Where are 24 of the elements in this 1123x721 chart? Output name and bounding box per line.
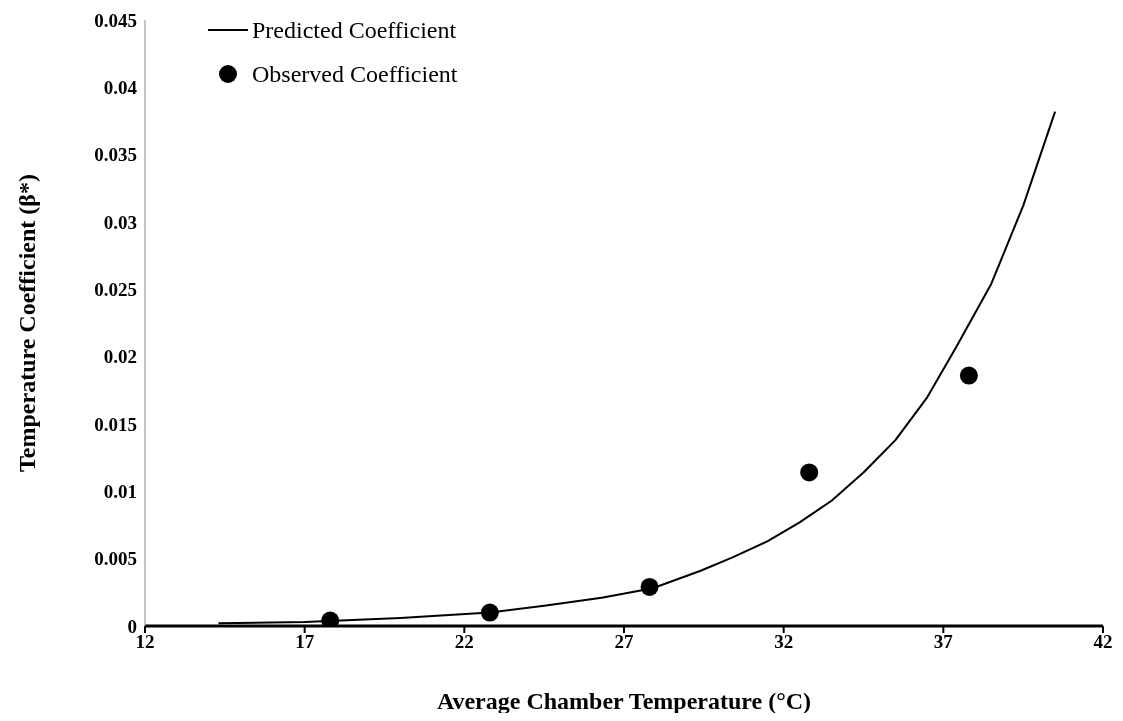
y-tick-label: 0.01: [103, 481, 137, 503]
legend-label: Observed Coefficient: [252, 60, 458, 88]
x-tick-label: 37: [933, 631, 954, 653]
point: [480, 603, 499, 622]
x-tick-label: 42: [1093, 631, 1113, 653]
point: [800, 463, 819, 482]
y-tick-label: 0.025: [94, 279, 137, 301]
x-tick-label: 22: [454, 631, 474, 653]
x-tick-label: 12: [135, 631, 155, 653]
point: [640, 577, 659, 596]
y-tick-label: 0.015: [94, 413, 137, 435]
y-tick-label: 0.035: [94, 144, 137, 166]
y-tick-label: 0.005: [94, 548, 137, 570]
y-tick-label: 0.04: [103, 77, 138, 99]
x-tick-label: 32: [774, 631, 794, 653]
y-tick-label: 0.03: [103, 211, 137, 233]
point: [959, 366, 978, 385]
y-axis-title: Temperature Coefficient (β*): [13, 174, 40, 472]
y-tick-label: 0.02: [103, 346, 137, 368]
x-tick-label: 17: [295, 631, 315, 653]
y-tick-label: 0.045: [94, 9, 137, 31]
x-tick-label: 27: [614, 631, 634, 653]
y-tick-label: 0: [127, 615, 137, 637]
legend-label: Predicted Coefficient: [252, 16, 457, 44]
